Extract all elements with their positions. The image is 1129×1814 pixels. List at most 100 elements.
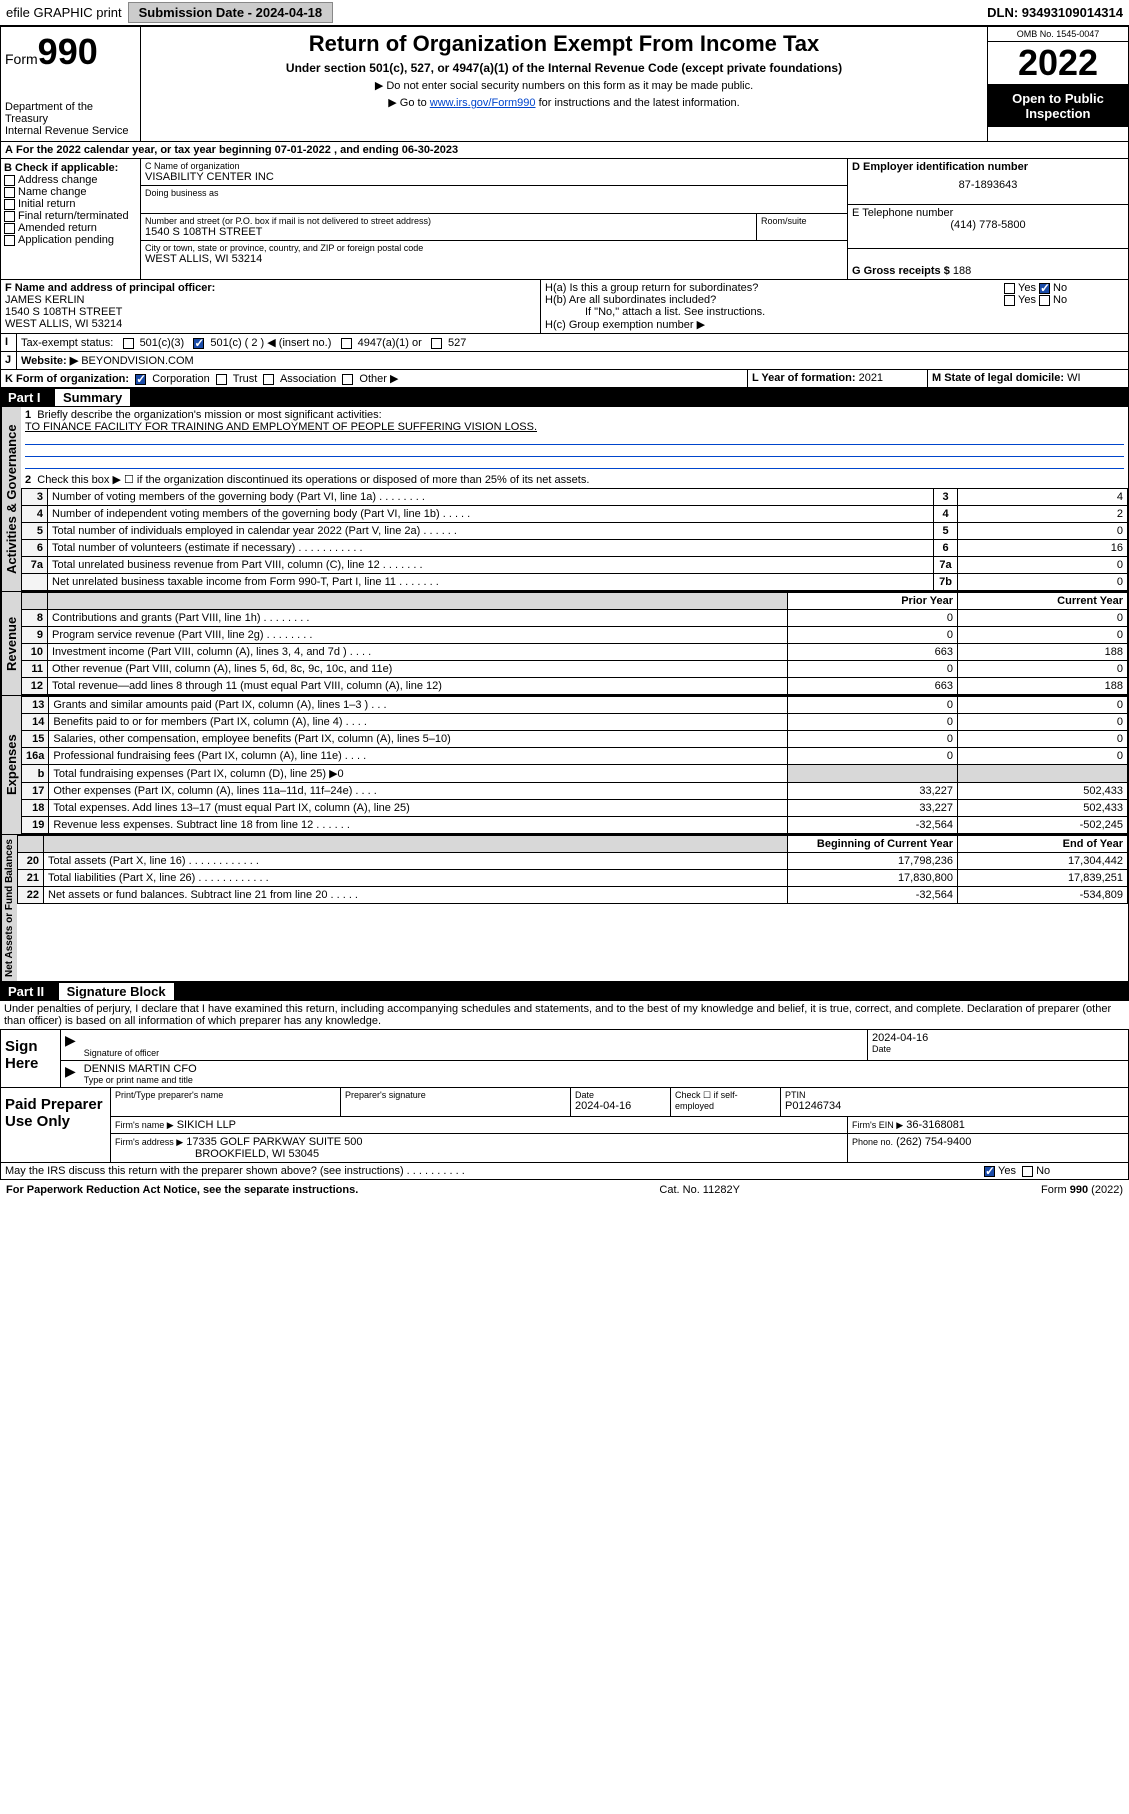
firm-addr-label: Firm's address ▶ <box>115 1137 183 1147</box>
phone-value: (414) 778-5800 <box>852 219 1124 231</box>
527-checkbox[interactable] <box>431 338 442 349</box>
form-ref: Form 990 (2022) <box>1041 1184 1123 1196</box>
efile-label: efile GRAPHIC print <box>6 5 122 20</box>
firm-name: SIKICH LLP <box>177 1119 236 1131</box>
room-label: Room/suite <box>761 216 843 226</box>
other-text: Other ▶ <box>359 373 398 385</box>
ha-no-checkbox[interactable] <box>1039 283 1050 294</box>
revenue-table: Prior YearCurrent Year8Contributions and… <box>21 592 1128 695</box>
form-title: Return of Organization Exempt From Incom… <box>145 31 983 57</box>
part1-bar: Part I Summary <box>0 388 1129 407</box>
netassets-table: Beginning of Current YearEnd of Year20To… <box>17 835 1128 904</box>
domicile-val: WI <box>1067 372 1080 384</box>
prep-sig-label: Preparer's signature <box>345 1090 566 1100</box>
paperwork-notice: For Paperwork Reduction Act Notice, see … <box>6 1184 358 1196</box>
ein-value: 87-1893643 <box>852 179 1124 191</box>
part1-name: Summary <box>55 389 130 406</box>
boxb-checkbox[interactable] <box>4 187 15 198</box>
discuss-no: No <box>1036 1165 1050 1177</box>
hb-no-checkbox[interactable] <box>1039 295 1050 306</box>
expenses-table: 13Grants and similar amounts paid (Part … <box>21 696 1128 834</box>
sig-officer-label: Signature of officer <box>84 1048 863 1058</box>
blank-line <box>25 445 1124 457</box>
website-value: BEYONDVISION.COM <box>81 355 193 367</box>
firm-name-label: Firm's name ▶ <box>115 1120 174 1130</box>
boxb-checkbox[interactable] <box>4 199 15 210</box>
revenue-tab: Revenue <box>1 592 21 695</box>
year-form-label: L Year of formation: <box>752 372 856 384</box>
assoc-checkbox[interactable] <box>263 374 274 385</box>
part2-bar: Part II Signature Block <box>0 982 1129 1001</box>
boxb-checkbox[interactable] <box>4 175 15 186</box>
linea-end: 06-30-2023 <box>402 144 458 156</box>
tax-exempt-row: I Tax-exempt status: 501(c)(3) 501(c) ( … <box>0 334 1129 352</box>
activities-tab: Activities & Governance <box>1 407 21 591</box>
blank-line <box>25 457 1124 469</box>
discuss-yes-checkbox[interactable] <box>984 1166 995 1177</box>
527-text: 527 <box>448 337 466 349</box>
linea-begin: 07-01-2022 <box>275 144 331 156</box>
dba-label: Doing business as <box>145 188 843 198</box>
ha-yes-checkbox[interactable] <box>1004 283 1015 294</box>
boxb-item: Name change <box>4 186 137 198</box>
yes-text2: Yes <box>1018 294 1036 306</box>
no-text2: No <box>1053 294 1067 306</box>
sig-date-val: 2024-04-16 <box>872 1032 1124 1044</box>
part2-name: Signature Block <box>59 983 174 1000</box>
corp-text: Corporation <box>152 373 209 385</box>
ptin-label: PTIN <box>785 1090 1124 1100</box>
boxb-item: Address change <box>4 174 137 186</box>
trust-text: Trust <box>233 373 258 385</box>
line-a: A For the 2022 calendar year, or tax yea… <box>0 142 1129 159</box>
note2-post: for instructions and the latest informat… <box>536 97 740 109</box>
501c3-text: 501(c)(3) <box>140 337 185 349</box>
submission-date-button[interactable]: Submission Date - 2024-04-18 <box>128 2 334 23</box>
4947-checkbox[interactable] <box>341 338 352 349</box>
trust-checkbox[interactable] <box>216 374 227 385</box>
4947-text: 4947(a)(1) or <box>358 337 422 349</box>
no-text: No <box>1053 282 1067 294</box>
discuss-no-checkbox[interactable] <box>1022 1166 1033 1177</box>
501c-pre: 501(c) ( 2 ) <box>210 337 267 349</box>
addr-label: Number and street (or P.O. box if mail i… <box>145 216 752 226</box>
irs-link[interactable]: www.irs.gov/Form990 <box>430 97 536 109</box>
ptin-val: P01246734 <box>785 1100 1124 1112</box>
box-f-label: F Name and address of principal officer: <box>5 282 536 294</box>
501c3-checkbox[interactable] <box>123 338 134 349</box>
dln-label: DLN: 93493109014314 <box>987 5 1123 20</box>
form-header: Form990 Department of the Treasury Inter… <box>0 26 1129 142</box>
boxb-item: Initial return <box>4 198 137 210</box>
declaration-text: Under penalties of perjury, I declare th… <box>0 1001 1129 1029</box>
other-checkbox[interactable] <box>342 374 353 385</box>
firm-addr2: BROOKFIELD, WI 53045 <box>115 1148 319 1160</box>
boxb-checkbox[interactable] <box>4 211 15 222</box>
ha-label: H(a) Is this a group return for subordin… <box>545 282 1004 294</box>
city-label: City or town, state or province, country… <box>145 243 843 253</box>
prep-date-val: 2024-04-16 <box>575 1100 666 1112</box>
mission-value: TO FINANCE FACILITY FOR TRAINING AND EMP… <box>25 421 537 433</box>
cat-no: Cat. No. 11282Y <box>659 1184 740 1196</box>
linea-mid: , and ending <box>331 144 402 156</box>
corp-checkbox[interactable] <box>135 374 146 385</box>
paid-preparer-block: Paid Preparer Use Only Print/Type prepar… <box>0 1088 1129 1163</box>
501c-checkbox[interactable] <box>193 338 204 349</box>
firm-ein: 36-3168081 <box>906 1119 965 1131</box>
firm-phone: (262) 754-9400 <box>896 1136 971 1148</box>
officer-addr2: WEST ALLIS, WI 53214 <box>5 318 536 330</box>
sign-here-block: Sign Here ▶ Signature of officer 2024-04… <box>0 1029 1129 1088</box>
part1-expenses: Expenses 13Grants and similar amounts pa… <box>0 696 1129 835</box>
boxb-checkbox[interactable] <box>4 235 15 246</box>
hb-label: H(b) Are all subordinates included? <box>545 294 1004 306</box>
klm-row: K Form of organization: Corporation Trus… <box>0 370 1129 388</box>
boxb-checkbox[interactable] <box>4 223 15 234</box>
sign-here-label: Sign Here <box>1 1030 61 1087</box>
officer-name: JAMES KERLIN <box>5 294 536 306</box>
hb-yes-checkbox[interactable] <box>1004 295 1015 306</box>
part1-revenue: Revenue Prior YearCurrent Year8Contribut… <box>0 592 1129 696</box>
boxb-item: Final return/terminated <box>4 210 137 222</box>
part1-netassets: Net Assets or Fund Balances Beginning of… <box>0 835 1129 982</box>
ein-label: D Employer identification number <box>852 161 1124 173</box>
discuss-row: May the IRS discuss this return with the… <box>0 1163 1129 1180</box>
note-link: ▶ Go to www.irs.gov/Form990 for instruct… <box>145 96 983 109</box>
501c-post: ◀ (insert no.) <box>267 337 331 349</box>
